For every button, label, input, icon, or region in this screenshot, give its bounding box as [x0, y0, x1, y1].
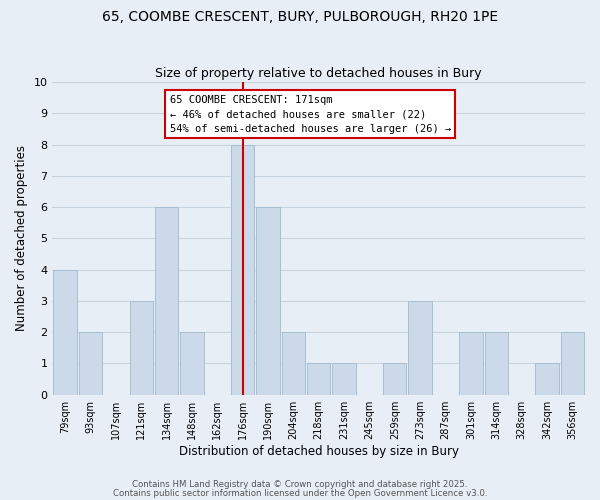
Text: 65 COOMBE CRESCENT: 171sqm
← 46% of detached houses are smaller (22)
54% of semi: 65 COOMBE CRESCENT: 171sqm ← 46% of deta… — [170, 94, 451, 134]
Text: Contains public sector information licensed under the Open Government Licence v3: Contains public sector information licen… — [113, 488, 487, 498]
Text: 65, COOMBE CRESCENT, BURY, PULBOROUGH, RH20 1PE: 65, COOMBE CRESCENT, BURY, PULBOROUGH, R… — [102, 10, 498, 24]
Bar — [231, 144, 254, 394]
Title: Size of property relative to detached houses in Bury: Size of property relative to detached ho… — [155, 66, 482, 80]
Bar — [485, 332, 508, 394]
Text: Contains HM Land Registry data © Crown copyright and database right 2025.: Contains HM Land Registry data © Crown c… — [132, 480, 468, 489]
Bar — [560, 332, 584, 394]
Bar — [307, 364, 331, 394]
Bar — [281, 332, 305, 394]
Bar — [79, 332, 102, 394]
Y-axis label: Number of detached properties: Number of detached properties — [15, 146, 28, 332]
Bar — [332, 364, 356, 394]
Bar — [409, 301, 432, 394]
Bar — [256, 207, 280, 394]
Bar — [53, 270, 77, 394]
Bar — [180, 332, 203, 394]
Bar — [535, 364, 559, 394]
Bar — [459, 332, 482, 394]
Bar — [383, 364, 406, 394]
Bar — [130, 301, 153, 394]
Bar — [155, 207, 178, 394]
X-axis label: Distribution of detached houses by size in Bury: Distribution of detached houses by size … — [179, 444, 459, 458]
